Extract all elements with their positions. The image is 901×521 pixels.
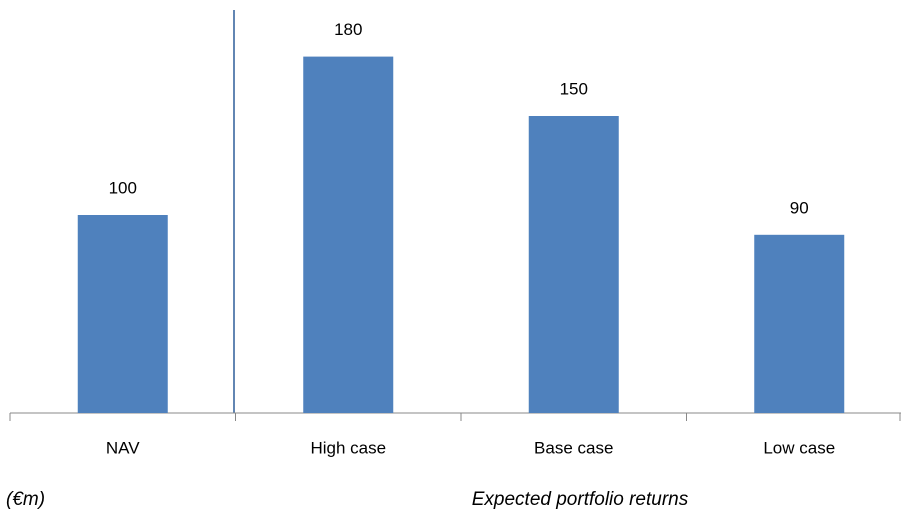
x-tick-label: Low case <box>763 438 835 457</box>
unit-annotation: (€m) <box>6 489 45 510</box>
x-tick-label: High case <box>310 438 386 457</box>
bar <box>754 234 845 413</box>
x-tick-label: NAV <box>106 438 140 457</box>
data-label: 150 <box>560 79 588 98</box>
data-label: 100 <box>109 178 137 197</box>
x-axis-annotation: Expected portfolio returns <box>472 489 689 510</box>
data-label: 90 <box>790 198 809 217</box>
bar <box>303 56 394 413</box>
x-tick-label: Base case <box>534 438 613 457</box>
bar <box>77 215 168 413</box>
bar <box>528 116 619 413</box>
data-label: 180 <box>334 20 362 39</box>
